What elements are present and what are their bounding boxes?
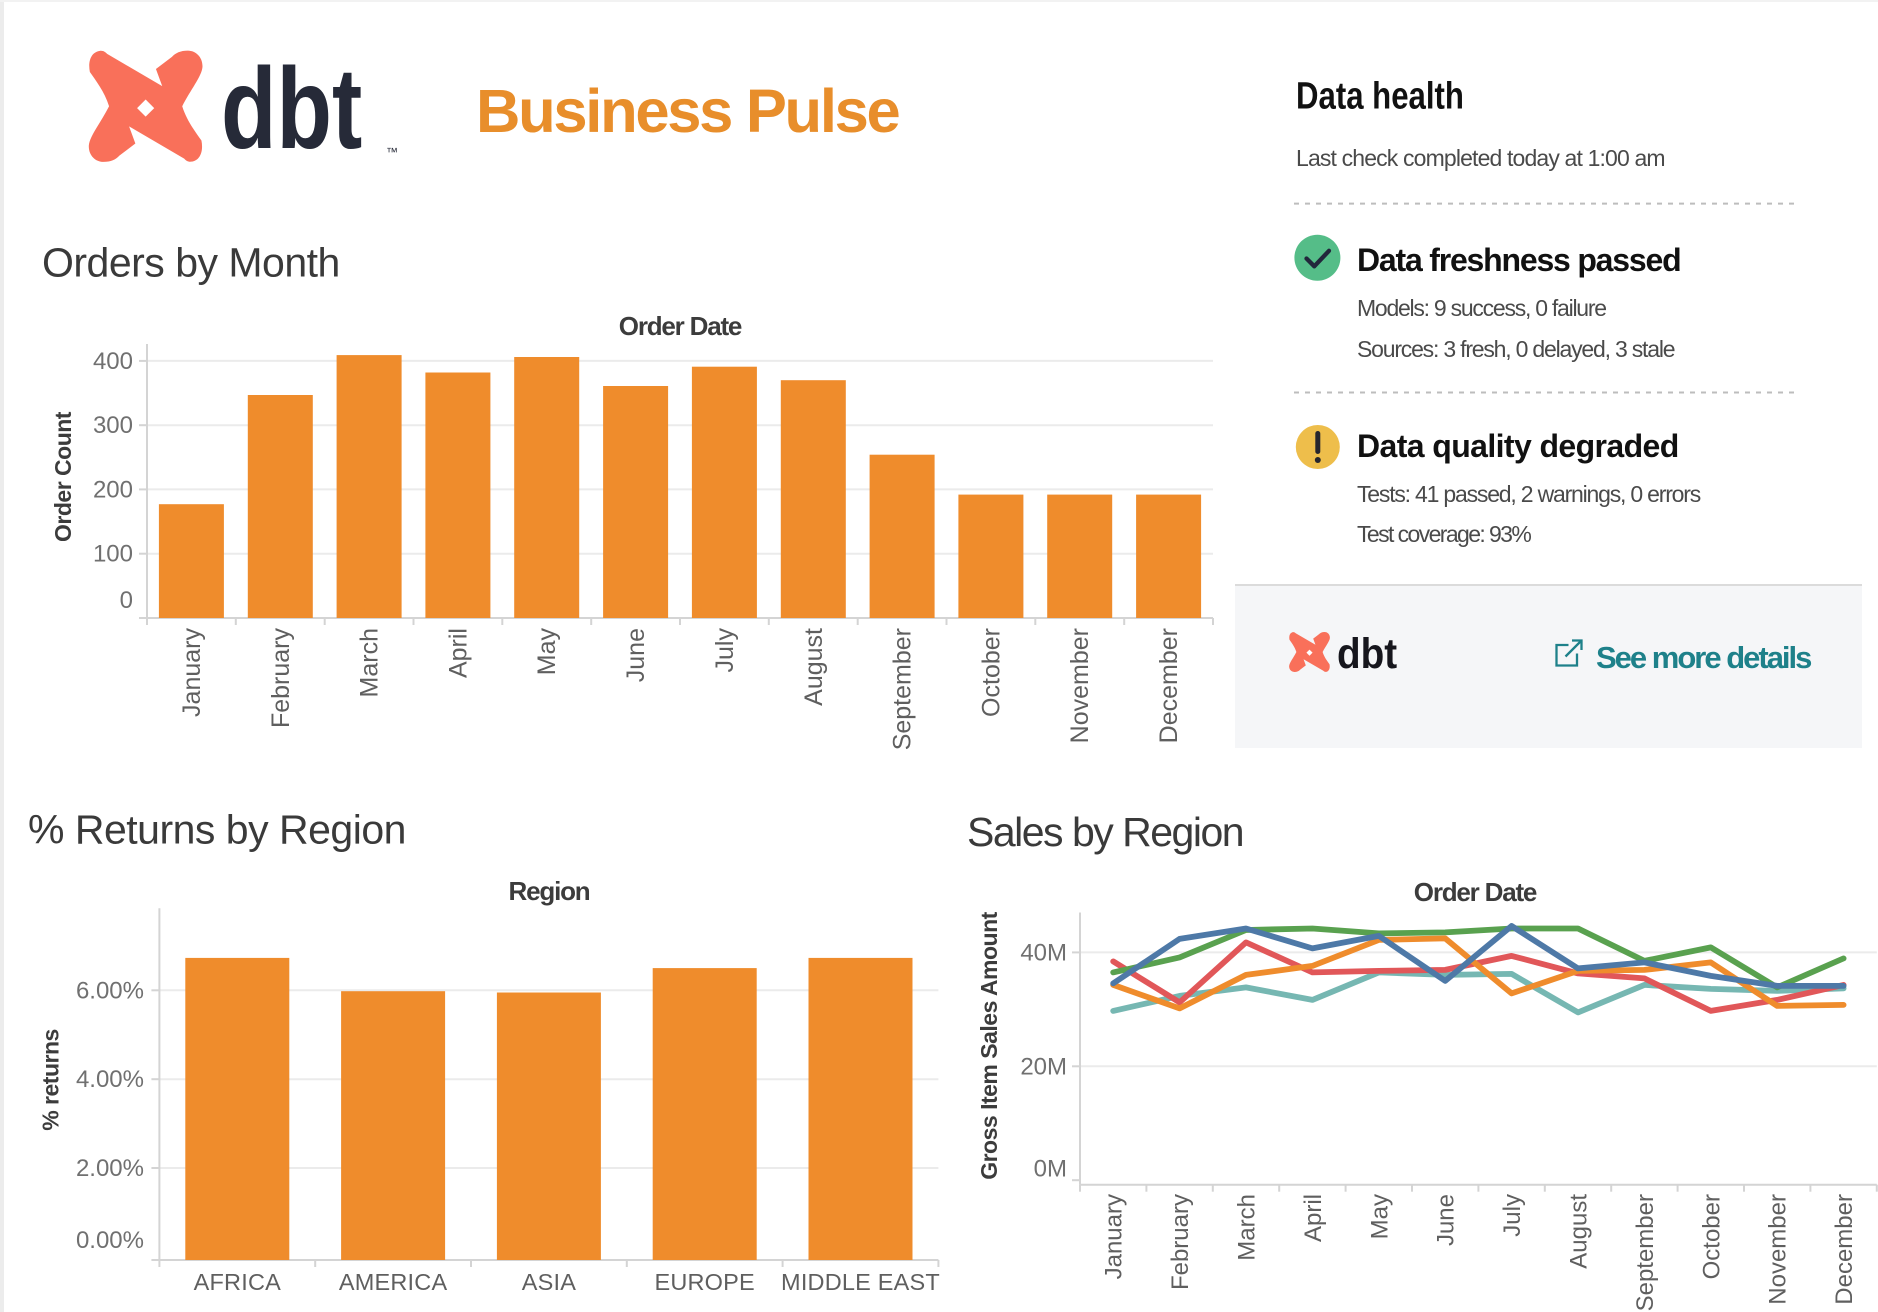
svg-text:AFRICA: AFRICA: [194, 1269, 281, 1295]
svg-text:Last check completed today at: Last check completed today at 1:00 am: [1296, 145, 1665, 171]
svg-text:Order Date: Order Date: [619, 311, 742, 341]
svg-text:October: October: [1698, 1194, 1725, 1279]
svg-text:March: March: [1234, 1194, 1261, 1261]
svg-text:November: November: [1765, 1194, 1792, 1305]
svg-text:% returns: % returns: [38, 1029, 64, 1131]
svg-text:Orders by Month: Orders by Month: [42, 240, 340, 286]
svg-text:September: September: [1632, 1194, 1659, 1311]
svg-text:Sales by Region: Sales by Region: [967, 809, 1243, 855]
svg-text:May: May: [533, 628, 561, 676]
svg-text:40M: 40M: [1020, 939, 1067, 966]
svg-text:April: April: [1300, 1194, 1327, 1242]
svg-text:August: August: [1566, 1194, 1593, 1269]
svg-text:0.00%: 0.00%: [76, 1227, 144, 1254]
svg-text:Business Pulse: Business Pulse: [476, 77, 900, 146]
svg-text:September: September: [889, 628, 917, 750]
svg-text:dbt: dbt: [1337, 629, 1398, 677]
svg-text:May: May: [1366, 1194, 1393, 1239]
svg-text:Data quality degraded: Data quality degraded: [1357, 428, 1679, 464]
svg-text:EUROPE: EUROPE: [654, 1269, 754, 1295]
svg-text:200: 200: [93, 476, 133, 503]
svg-text:February: February: [267, 628, 295, 729]
svg-text:Region: Region: [509, 876, 590, 906]
svg-text:March: March: [356, 628, 384, 697]
svg-text:February: February: [1167, 1194, 1194, 1290]
svg-text:100: 100: [93, 541, 133, 568]
svg-text:July: July: [711, 628, 739, 673]
svg-text:April: April: [444, 628, 472, 678]
svg-text:Tests: 41 passed, 2 warnings,: Tests: 41 passed, 2 warnings, 0 errors: [1357, 481, 1701, 507]
svg-text:20M: 20M: [1020, 1053, 1067, 1080]
svg-text:June: June: [1433, 1194, 1460, 1246]
svg-text:Models: 9 success, 0 failure: Models: 9 success, 0 failure: [1357, 295, 1606, 321]
svg-text:Data health: Data health: [1296, 76, 1464, 118]
svg-text:August: August: [800, 628, 828, 706]
svg-text:% Returns by Region: % Returns by Region: [28, 807, 406, 853]
svg-text:0: 0: [120, 587, 133, 614]
svg-text:October: October: [977, 628, 1005, 717]
svg-text:Test coverage: 93%: Test coverage: 93%: [1357, 521, 1531, 547]
svg-text:300: 300: [93, 412, 133, 439]
svg-text:January: January: [178, 628, 206, 717]
svg-text:™: ™: [386, 145, 398, 159]
svg-text:400: 400: [93, 348, 133, 375]
svg-text:November: November: [1066, 628, 1094, 743]
svg-text:Gross Item Sales Amount: Gross Item Sales Amount: [976, 911, 1002, 1179]
svg-text:See more details: See more details: [1596, 640, 1811, 675]
svg-text:MIDDLE EAST: MIDDLE EAST: [781, 1269, 940, 1295]
svg-text:Order Date: Order Date: [1414, 877, 1537, 907]
svg-text:dbt: dbt: [221, 44, 362, 173]
svg-text:December: December: [1155, 628, 1183, 743]
svg-text:Order Count: Order Count: [50, 411, 76, 542]
svg-text:4.00%: 4.00%: [76, 1066, 144, 1093]
svg-text:0M: 0M: [1034, 1156, 1067, 1183]
svg-text:January: January: [1101, 1194, 1128, 1279]
svg-text:ASIA: ASIA: [522, 1269, 576, 1295]
svg-text:6.00%: 6.00%: [76, 977, 144, 1004]
svg-text:June: June: [622, 628, 650, 682]
svg-text:July: July: [1499, 1194, 1526, 1237]
svg-text:Data freshness passed: Data freshness passed: [1357, 242, 1680, 278]
svg-text:December: December: [1831, 1194, 1858, 1305]
svg-text:AMERICA: AMERICA: [339, 1269, 448, 1295]
svg-text:Sources: 3 fresh, 0 delayed, 3: Sources: 3 fresh, 0 delayed, 3 stale: [1357, 336, 1675, 362]
svg-text:2.00%: 2.00%: [76, 1155, 144, 1182]
